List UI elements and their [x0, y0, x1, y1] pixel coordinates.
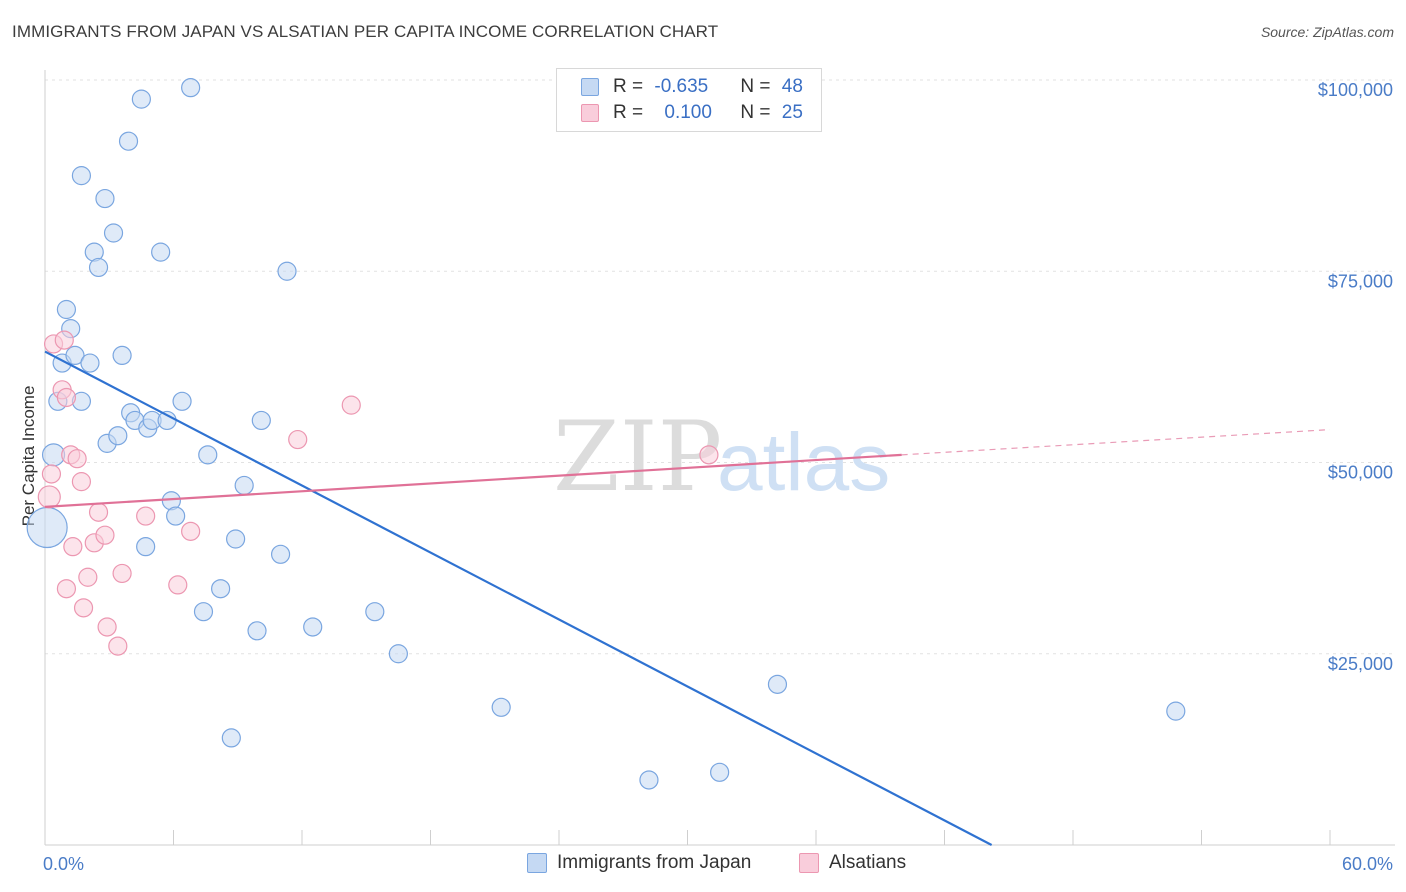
point-japan [226, 529, 246, 549]
point-alsatian [54, 330, 74, 350]
x-tick-labels: 0.0% 60.0% [43, 854, 1393, 874]
point-alsatian [288, 429, 308, 450]
grid-lines [45, 79, 1395, 655]
point-japan [303, 617, 323, 637]
point-japan [639, 770, 659, 790]
point-japan [131, 89, 151, 109]
legend-r-label: R = [613, 76, 649, 97]
point-japan [166, 506, 186, 526]
point-japan [108, 426, 128, 446]
series-alsatian-points [37, 330, 719, 656]
legend-r-value: -0.635 [654, 76, 709, 97]
trend-line-japan [44, 350, 993, 846]
point-alsatian [699, 445, 719, 465]
x-tick-label: 60.0% [1342, 854, 1393, 874]
point-alsatian [56, 387, 77, 408]
legend-item-alsatian[interactable]: Alsatians [799, 852, 906, 874]
point-japan [221, 728, 241, 748]
point-alsatian [181, 521, 201, 541]
legend-swatch-alsatian [581, 104, 599, 122]
point-japan [26, 506, 68, 549]
legend-row-japan: R = -0.635 N = 48 [581, 75, 803, 99]
legend-swatch-japan [527, 853, 547, 873]
y-tick-label: $75,000 [1328, 271, 1393, 291]
point-japan [88, 257, 109, 278]
point-japan [270, 544, 291, 564]
legend-n-label: N = [740, 102, 776, 123]
point-japan [277, 261, 297, 281]
point-alsatian [168, 575, 188, 595]
y-axis-label: Per Capita Income [19, 386, 38, 527]
legend-n-label: N = [740, 76, 776, 97]
trend-line-alsatian [44, 453, 902, 508]
watermark-atlas: atlas [717, 417, 890, 508]
point-japan [65, 345, 85, 365]
chart-title: IMMIGRANTS FROM JAPAN VS ALSATIAN PER CA… [12, 22, 719, 41]
y-tick-label: $50,000 [1328, 463, 1393, 483]
point-japan [136, 537, 156, 557]
point-japan [112, 345, 132, 365]
watermark: ZIP atlas [553, 401, 890, 513]
point-alsatian [97, 617, 117, 637]
point-japan [172, 391, 192, 411]
point-japan [181, 78, 201, 98]
point-alsatian [112, 563, 132, 584]
point-japan [80, 353, 100, 373]
point-alsatian [37, 485, 61, 509]
point-japan [198, 445, 218, 465]
source-label: Source: ZipAtlas.com [1260, 24, 1394, 40]
point-japan [71, 166, 92, 186]
legend-n-value: 48 [781, 76, 803, 97]
point-alsatian [136, 506, 156, 526]
point-japan [251, 410, 271, 431]
point-alsatian [56, 579, 77, 599]
trend-lines [44, 350, 1331, 846]
watermark-zip: ZIP [553, 401, 722, 513]
legend-n-value: 25 [781, 102, 803, 123]
point-alsatian [73, 598, 94, 618]
y-tick-label: $100,000 [1318, 80, 1393, 100]
point-alsatian [88, 502, 109, 522]
point-japan [247, 621, 267, 641]
x-tick-label: 0.0% [43, 854, 84, 874]
point-japan [193, 602, 214, 622]
point-japan [491, 697, 511, 717]
point-japan [365, 602, 385, 622]
trend-line-alsatian-extension [901, 429, 1331, 456]
y-tick-label: $25,000 [1328, 654, 1393, 674]
point-japan [151, 242, 171, 262]
legend-r-value: 0.100 [664, 102, 712, 123]
legend-swatch-japan [581, 78, 599, 96]
point-japan [234, 475, 254, 496]
point-alsatian [95, 525, 115, 545]
point-alsatian [71, 472, 92, 492]
legend-item-japan[interactable]: Immigrants from Japan [527, 852, 751, 874]
point-japan [103, 223, 124, 243]
point-japan [388, 644, 408, 664]
y-tick-labels: $25,000 $50,000 $75,000 $100,000 [1318, 80, 1393, 674]
legend-r-label: R = [613, 102, 649, 123]
point-japan [95, 188, 115, 209]
legend-row-alsatian: R = 0.100 N = 25 [581, 101, 803, 125]
point-alsatian [41, 464, 62, 484]
point-japan [56, 299, 77, 320]
series-legend: Immigrants from Japan Alsatians [0, 852, 1406, 878]
point-japan [118, 131, 139, 151]
point-alsatian [67, 449, 87, 469]
point-alsatian [341, 395, 361, 415]
legend-swatch-alsatian [799, 853, 819, 873]
series-japan-points [26, 78, 1186, 790]
point-japan [767, 674, 788, 694]
point-alsatian [63, 537, 83, 557]
point-alsatian [78, 567, 98, 587]
stats-legend: R = -0.635 N = 48 R = 0.100 N = 25 [556, 68, 822, 132]
point-alsatian [108, 636, 128, 656]
legend-label-alsatian: Alsatians [829, 852, 907, 873]
point-japan [211, 579, 231, 599]
point-japan [1166, 701, 1186, 721]
legend-label-japan: Immigrants from Japan [557, 852, 752, 873]
point-japan [710, 762, 730, 782]
